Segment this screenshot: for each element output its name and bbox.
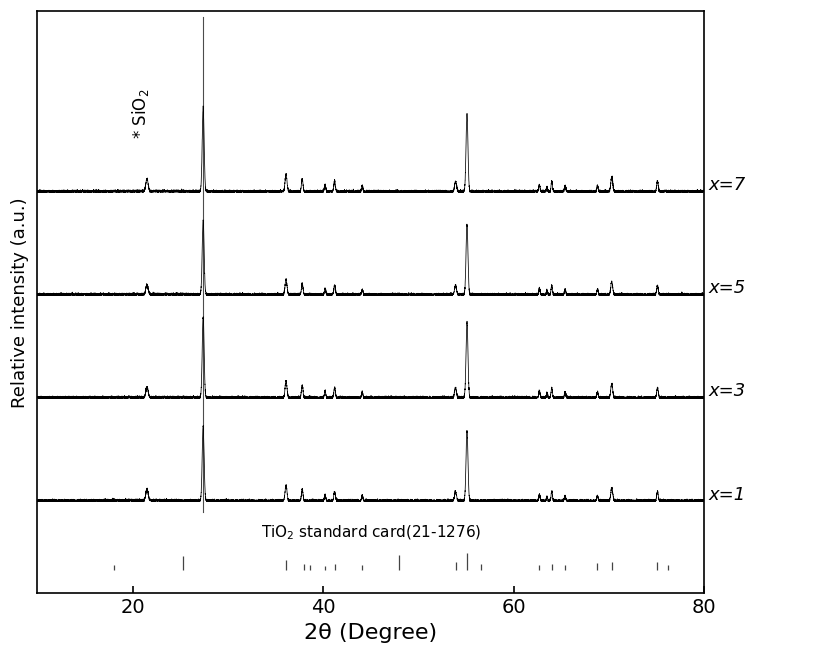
- X-axis label: 2θ (Degree): 2θ (Degree): [304, 623, 437, 643]
- Text: TiO$_2$ standard card(21-1276): TiO$_2$ standard card(21-1276): [260, 523, 481, 542]
- Text: x=3: x=3: [709, 383, 746, 400]
- Text: * SiO$_2$: * SiO$_2$: [129, 89, 151, 139]
- Text: x=5: x=5: [709, 279, 746, 298]
- Text: x=7: x=7: [709, 177, 746, 194]
- Y-axis label: Relative intensity (a.u.): Relative intensity (a.u.): [11, 197, 29, 407]
- Text: x=1: x=1: [709, 485, 746, 504]
